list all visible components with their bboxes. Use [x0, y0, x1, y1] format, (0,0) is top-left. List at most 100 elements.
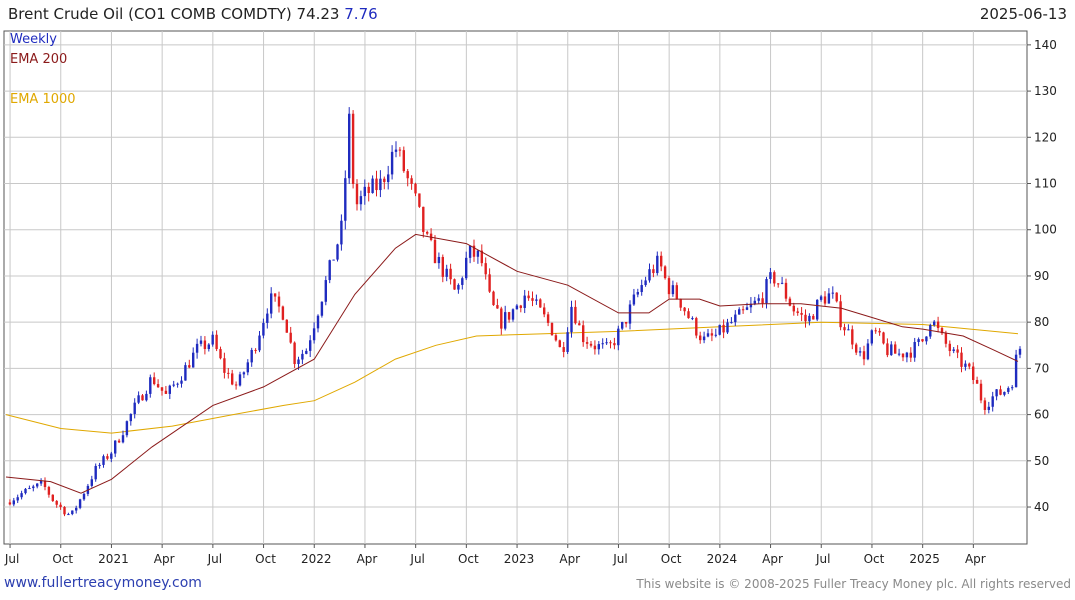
candle-body — [687, 311, 690, 319]
candle-body — [12, 500, 15, 505]
candle-body — [539, 299, 542, 308]
candle-body — [535, 299, 538, 301]
candle-body — [270, 293, 273, 314]
candle-body — [141, 395, 144, 401]
candle-body — [960, 352, 963, 367]
candle-body — [792, 305, 795, 312]
candle-body — [121, 435, 125, 443]
candle-body — [309, 340, 312, 351]
candle-body — [621, 322, 624, 329]
x-tick-label: 2022 — [301, 552, 332, 566]
candle-body — [223, 358, 226, 373]
candle-body — [351, 113, 355, 184]
candle-body — [578, 323, 581, 326]
candle-body — [149, 377, 152, 394]
candle-body — [843, 327, 846, 331]
candle-body — [383, 178, 386, 183]
candle-body — [515, 305, 519, 310]
candle-body — [765, 279, 768, 304]
candle-body — [246, 362, 249, 373]
candle-body — [589, 343, 593, 346]
candle-body — [219, 349, 222, 359]
candle-body — [882, 332, 885, 344]
candle-body — [835, 292, 838, 302]
candle-body — [231, 373, 234, 385]
candle-body — [511, 309, 515, 320]
candle-body — [402, 150, 405, 172]
candle-body — [192, 352, 195, 368]
price-change: 7.76 — [344, 5, 378, 23]
candle-body — [921, 339, 924, 342]
candle-body — [601, 343, 604, 345]
candle-body — [453, 279, 456, 290]
candle-body — [706, 333, 710, 337]
footer-link[interactable]: www.fullertreacymoney.com — [4, 575, 202, 591]
y-tick-label: 80 — [1034, 315, 1049, 329]
candle-body — [449, 268, 452, 280]
candle-body — [936, 321, 940, 329]
candle-body — [683, 307, 686, 312]
candle-body — [691, 318, 694, 320]
candle-body — [71, 510, 74, 515]
candle-body — [51, 494, 54, 501]
candle-body — [796, 311, 799, 313]
candle-body — [722, 324, 725, 333]
candle-body — [956, 349, 959, 353]
candle-body — [699, 335, 702, 341]
candle-body — [858, 351, 862, 353]
x-tick-label: 2024 — [707, 552, 738, 566]
candle-body — [348, 113, 351, 179]
candle-body — [254, 349, 257, 351]
candle-body — [738, 309, 741, 315]
candle-body — [59, 504, 62, 508]
candle-body — [153, 377, 156, 385]
candle-body — [332, 259, 335, 261]
candle-body — [862, 351, 866, 360]
candle-body — [753, 300, 756, 304]
candle-body — [656, 255, 659, 274]
candle-body — [788, 298, 792, 306]
candle-body — [972, 366, 975, 380]
candle-body — [106, 456, 109, 459]
candle-body — [667, 278, 671, 295]
candle-body — [441, 256, 444, 277]
candle-body — [531, 298, 534, 301]
candle-body — [546, 314, 550, 323]
candle-body — [585, 342, 589, 344]
candle-body — [234, 384, 238, 386]
candle-body — [371, 178, 374, 194]
candle-body — [262, 322, 265, 336]
candle-body — [632, 294, 636, 305]
candle-body — [558, 340, 561, 348]
candle-body — [102, 456, 105, 465]
x-tick-label: Oct — [458, 552, 479, 566]
candle-body — [63, 507, 66, 515]
candle-body — [804, 314, 807, 322]
candle-body — [289, 332, 292, 343]
grid-lines — [4, 31, 1027, 544]
candle-body — [952, 349, 955, 351]
candle-body — [761, 298, 764, 304]
candle-body — [114, 440, 117, 454]
candle-body — [933, 321, 936, 326]
candle-body — [851, 329, 854, 345]
candle-body — [340, 220, 343, 245]
x-tick-label: Jul — [409, 552, 424, 566]
candle-body — [886, 343, 889, 356]
candle-body — [562, 347, 565, 352]
y-tick-label: 90 — [1034, 269, 1049, 283]
candle-body — [293, 342, 296, 365]
candle-body — [172, 384, 175, 386]
candle-body — [671, 285, 675, 295]
candle-body — [663, 266, 667, 279]
candle-body — [145, 393, 148, 401]
candle-body — [355, 183, 359, 205]
candle-body — [823, 296, 827, 304]
candle-body — [991, 396, 994, 407]
candle-body — [507, 312, 511, 320]
x-tick-label: Jul — [4, 552, 19, 566]
candle-body — [523, 295, 526, 308]
candle-body — [394, 149, 398, 152]
candle-body — [488, 274, 491, 292]
candle-body — [897, 353, 901, 355]
